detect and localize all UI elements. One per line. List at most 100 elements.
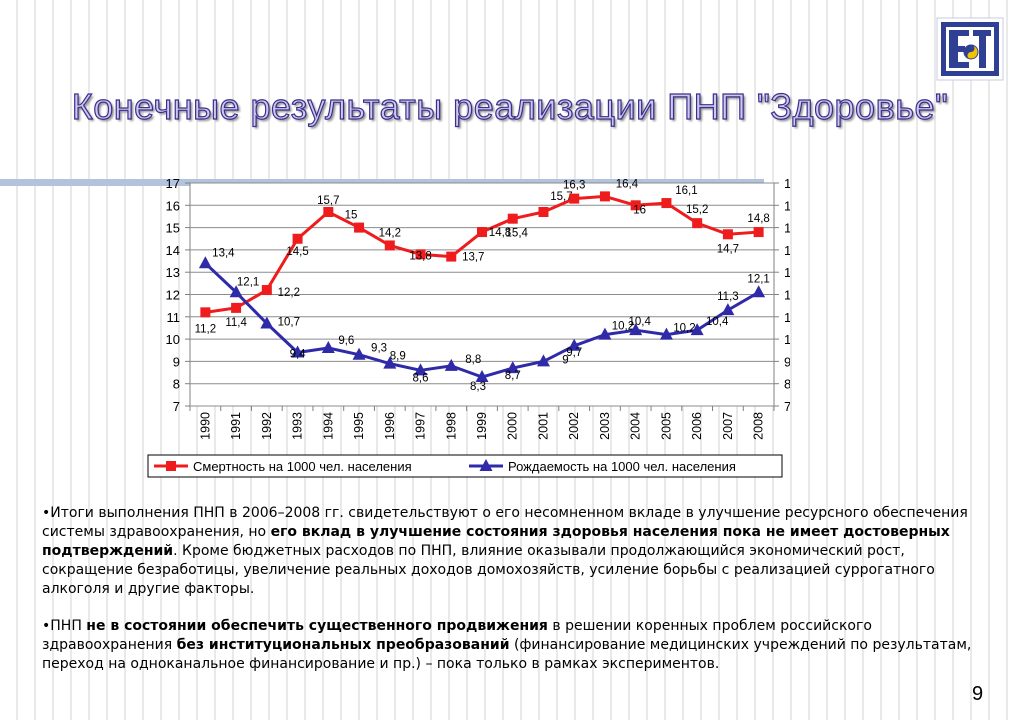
x-tick-label: 1999 xyxy=(475,412,489,440)
data-label: 9,6 xyxy=(338,335,354,347)
data-label: 12,1 xyxy=(747,273,769,285)
y-tick-label-right: 14 xyxy=(784,243,790,258)
slide-title: Конечные результаты реализации ПНП "Здор… xyxy=(71,85,949,127)
y-tick-label-right: 10 xyxy=(784,332,790,347)
x-tick-label: 1992 xyxy=(260,412,274,440)
legend-box xyxy=(147,454,783,478)
data-point-marker xyxy=(538,206,549,217)
data-label: 14,7 xyxy=(717,243,739,255)
data-point-marker xyxy=(354,222,365,233)
data-point-marker xyxy=(661,198,672,209)
data-label: 10,7 xyxy=(278,316,300,328)
x-tick-label: 1991 xyxy=(229,412,243,440)
data-point-marker xyxy=(231,302,242,313)
data-label: 10,2 xyxy=(612,321,634,333)
data-label: 15,7 xyxy=(550,191,572,203)
x-tick-label: 1998 xyxy=(444,412,458,440)
x-tick-label: 1996 xyxy=(383,412,397,440)
legend-label: Рождаемость на 1000 чел. населения xyxy=(508,459,736,474)
data-point-marker xyxy=(383,356,397,369)
data-point-marker xyxy=(507,213,518,224)
p2-text-bold-2: без институциональных преобразований xyxy=(176,637,510,653)
y-tick-label-right: 17 xyxy=(784,176,790,191)
y-tick-label-left: 12 xyxy=(166,288,180,303)
data-point-marker xyxy=(444,358,458,371)
y-tick-label-left: 14 xyxy=(166,243,180,258)
data-point-marker xyxy=(200,307,211,318)
x-tick-label: 2008 xyxy=(752,412,766,440)
data-label: 10,2 xyxy=(673,323,695,335)
data-label: 12,2 xyxy=(278,287,300,299)
data-point-marker xyxy=(198,256,212,269)
x-tick-label: 2001 xyxy=(536,412,550,440)
y-tick-label-right: 16 xyxy=(784,198,790,213)
data-point-marker xyxy=(229,285,243,298)
x-tick-label: 1990 xyxy=(198,412,212,440)
paragraph-1: •Итоги выполнения ПНП в 2006–2008 гг. св… xyxy=(42,504,977,599)
x-tick-label: 2005 xyxy=(659,412,673,440)
legend-marker xyxy=(166,461,176,471)
legend-label: Смертность на 1000 чел. населения xyxy=(193,459,412,474)
data-point-marker xyxy=(629,323,643,336)
data-point-marker xyxy=(291,345,305,358)
p2-text-c: в решении коренных проблем российского з… xyxy=(42,618,872,653)
data-point-marker xyxy=(753,227,764,238)
data-label: 15 xyxy=(345,210,358,222)
data-label: 15,7 xyxy=(317,195,339,207)
page-number: 9 xyxy=(972,683,984,705)
y-tick-label-left: 16 xyxy=(166,198,180,213)
p1-text-c: . Кроме бюджетных расходов по ПНП, влиян… xyxy=(42,543,935,597)
x-tick-label: 2007 xyxy=(721,412,735,440)
y-tick-label-left: 15 xyxy=(166,221,180,236)
p2-text-e: (финансирование медицинских учреждений п… xyxy=(42,637,972,672)
x-tick-label: 2003 xyxy=(598,412,612,440)
data-label: 10,4 xyxy=(628,316,651,328)
y-tick-label-left: 9 xyxy=(173,354,180,369)
data-label: 8,7 xyxy=(505,370,521,382)
y-tick-label-left: 8 xyxy=(173,377,180,392)
body-text: •Итоги выполнения ПНП в 2006–2008 гг. св… xyxy=(42,504,977,692)
y-tick-label-right: 12 xyxy=(784,288,790,303)
p1-text-bold: его вклад в улучшение состояния здоровья… xyxy=(42,524,950,559)
y-tick-label-right: 9 xyxy=(784,354,790,369)
paragraph-2: •ПНП не в состоянии обеспечить существен… xyxy=(42,617,977,674)
y-tick-label-left: 10 xyxy=(166,332,180,347)
data-label: 10,4 xyxy=(706,316,729,328)
data-label: 13,4 xyxy=(212,247,235,259)
x-tick-label: 2000 xyxy=(506,412,520,440)
data-point-marker xyxy=(475,370,489,383)
data-label: 8,9 xyxy=(390,351,406,363)
data-point-marker xyxy=(384,240,395,251)
data-point-marker xyxy=(415,249,426,260)
data-label: 14,8 xyxy=(489,227,511,239)
data-point-marker xyxy=(569,193,580,204)
data-point-marker xyxy=(477,227,487,238)
x-tick-label: 2004 xyxy=(629,412,643,440)
data-point-marker xyxy=(260,316,274,329)
data-label: 13,7 xyxy=(462,252,484,264)
data-label: 14,2 xyxy=(379,227,401,239)
data-label: 16,3 xyxy=(563,180,585,192)
data-point-marker xyxy=(261,285,272,296)
data-point-marker xyxy=(721,303,735,316)
p1-text-a: •Итоги выполнения ПНП в 2006–2008 гг. св… xyxy=(42,505,968,540)
data-point-marker xyxy=(659,327,673,340)
y-tick-label-right: 11 xyxy=(784,310,790,325)
data-point-marker xyxy=(690,323,704,336)
data-label: 8,8 xyxy=(465,354,481,366)
data-label: 11,2 xyxy=(195,323,217,335)
data-point-marker xyxy=(292,233,303,244)
y-tick-label-right: 15 xyxy=(784,221,790,236)
data-label: 15,2 xyxy=(686,204,708,216)
p2-text-bold-1: не в состоянии обеспечить существенного … xyxy=(86,618,548,634)
data-label: 16 xyxy=(633,204,646,216)
y-tick-label-left: 11 xyxy=(167,310,181,325)
data-label: 12,1 xyxy=(237,276,259,288)
x-tick-label: 1995 xyxy=(352,412,366,440)
y-tick-label-right: 8 xyxy=(784,377,790,392)
data-point-marker xyxy=(598,327,612,340)
x-tick-label: 2002 xyxy=(567,412,581,440)
data-label: 16,1 xyxy=(675,185,697,197)
data-point-marker xyxy=(323,206,334,217)
data-label: 9 xyxy=(562,354,568,366)
